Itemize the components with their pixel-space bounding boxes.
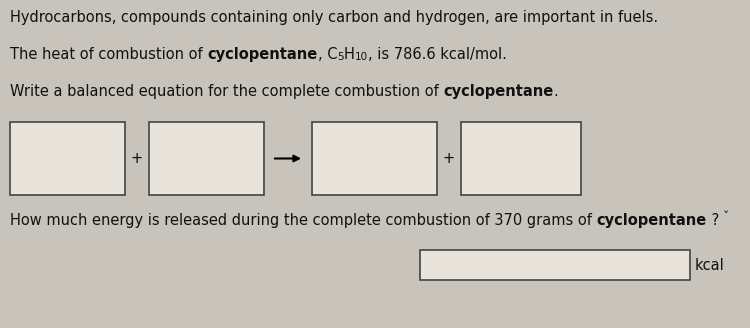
Text: cyclopentane: cyclopentane	[207, 47, 317, 62]
Text: cyclopentane: cyclopentane	[596, 213, 706, 228]
Text: The heat of combustion of: The heat of combustion of	[10, 47, 207, 62]
Text: Write a balanced equation for the complete combustion of: Write a balanced equation for the comple…	[10, 84, 443, 99]
Text: How much energy is released during the complete combustion of 370 grams of: How much energy is released during the c…	[10, 213, 596, 228]
Text: , is 786.6 kcal/mol.: , is 786.6 kcal/mol.	[368, 47, 506, 62]
Text: cyclopentane: cyclopentane	[443, 84, 554, 99]
Bar	[312, 122, 437, 195]
Text: , C: , C	[317, 47, 337, 62]
Bar	[10, 122, 125, 195]
Bar	[420, 250, 690, 280]
Bar	[149, 122, 264, 195]
Text: .: .	[554, 84, 558, 99]
Text: kcal: kcal	[695, 257, 724, 273]
Text: ?: ?	[706, 213, 719, 228]
Text: +: +	[130, 151, 142, 166]
Text: +: +	[442, 151, 454, 166]
Text: H: H	[344, 47, 355, 62]
Text: 5: 5	[337, 52, 344, 62]
Text: Hydrocarbons, compounds containing only carbon and hydrogen, are important in fu: Hydrocarbons, compounds containing only …	[10, 10, 658, 25]
Bar	[461, 122, 581, 195]
Text: 10: 10	[355, 52, 368, 62]
Text: ˇ: ˇ	[723, 211, 729, 224]
